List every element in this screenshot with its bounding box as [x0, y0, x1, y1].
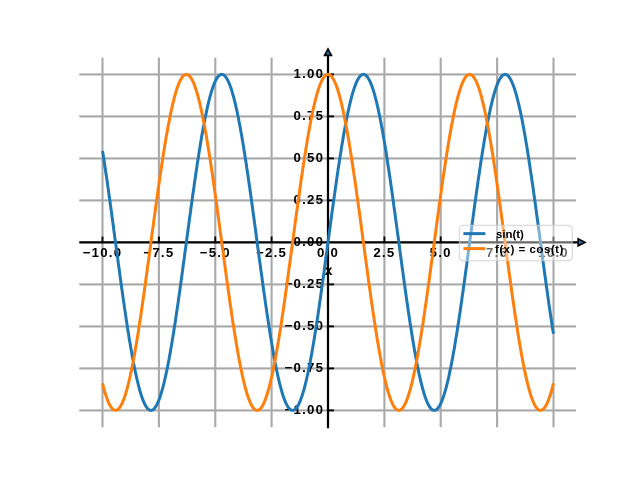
- svg-text:−1.00: −1.00: [285, 402, 325, 417]
- svg-text:1.00: 1.00: [294, 66, 325, 81]
- svg-text:0.50: 0.50: [294, 150, 325, 165]
- svg-text:−0.25: −0.25: [285, 276, 325, 291]
- svg-text:7.5: 7.5: [486, 245, 508, 260]
- svg-text:f(x) = cos(t): f(x) = cos(t): [495, 244, 564, 256]
- svg-text:10.0: 10.0: [538, 245, 569, 260]
- svg-text:−10.0: −10.0: [83, 245, 123, 260]
- svg-text:−2.5: −2.5: [256, 245, 287, 260]
- svg-text:sin(t): sin(t): [496, 229, 524, 241]
- svg-text:2.5: 2.5: [373, 245, 395, 260]
- svg-text:0.25: 0.25: [294, 192, 325, 207]
- svg-text:−0.50: −0.50: [285, 318, 325, 333]
- svg-text:−5.0: −5.0: [200, 245, 231, 260]
- svg-text:0.75: 0.75: [294, 108, 325, 123]
- svg-text:−0.75: −0.75: [285, 360, 325, 375]
